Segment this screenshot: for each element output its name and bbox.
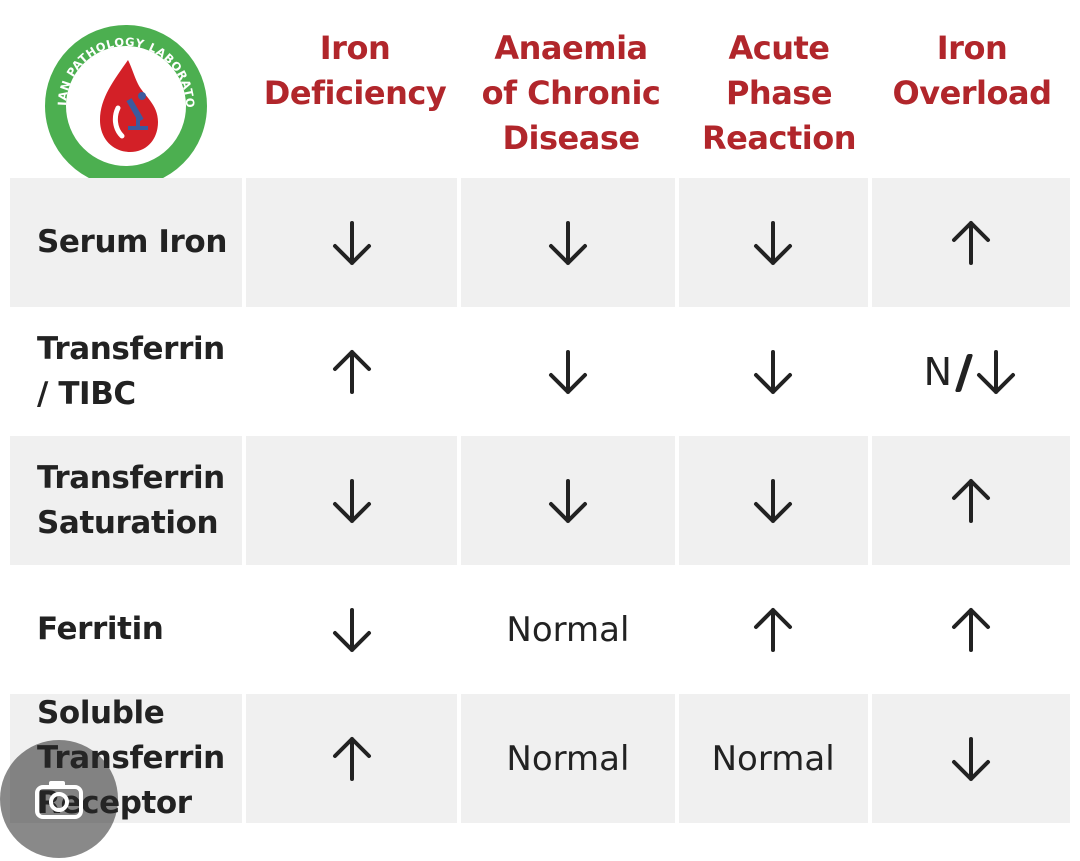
- value-cell-anaemia-chronic-disease: [461, 178, 675, 307]
- lab-logo: NDIAN PATHOLOGY LABORATORY CHINCHWAD, PU…: [44, 24, 208, 188]
- value-cell-iron-overload: [871, 694, 1070, 823]
- row-label-cell: Ferritin: [10, 565, 243, 694]
- row-label-cell: Serum Iron: [10, 178, 243, 307]
- camera-overlay-button[interactable]: [0, 740, 118, 858]
- value-cell-acute-phase-reaction: Normal: [678, 694, 868, 823]
- normal-abbrev-text: N: [923, 349, 953, 394]
- normal-value-text: Normal: [506, 609, 630, 650]
- table-row: Ferritin Normal: [10, 565, 1070, 694]
- value-cell-anaemia-chronic-disease: [461, 307, 675, 436]
- value-cell-iron-overload: [871, 565, 1070, 694]
- value-cell-acute-phase-reaction: [678, 307, 868, 436]
- table-row: Serum Iron: [10, 178, 1070, 307]
- row-label: Transferrin Saturation: [37, 459, 225, 541]
- arrow-up-icon: [949, 219, 993, 267]
- arrow-down-icon: [949, 735, 993, 783]
- arrow-down-icon: [751, 477, 795, 525]
- arrow-down-icon: [546, 219, 590, 267]
- row-label: Ferritin: [37, 611, 164, 647]
- lab-logo-icon: NDIAN PATHOLOGY LABORATORY CHINCHWAD, PU…: [44, 24, 207, 187]
- arrow-up-icon: [751, 606, 795, 654]
- value-cell-iron-deficiency: [246, 436, 458, 565]
- table-row: Transferrin / TIBC N: [10, 307, 1070, 436]
- normal-value-text: Normal: [506, 738, 630, 779]
- arrow-down-icon: [330, 606, 374, 654]
- comparison-table: Serum Iron Transferrin / TIBC N Transferrin S…: [10, 178, 1070, 823]
- arrow-down-icon: [974, 348, 1018, 396]
- table-row: SolubleTransferrinReceptorNormalNormal: [10, 694, 1070, 823]
- arrow-down-icon: [546, 348, 590, 396]
- value-cell-iron-deficiency: [246, 178, 458, 307]
- arrow-down-icon: [330, 219, 374, 267]
- arrow-down-icon: [546, 477, 590, 525]
- arrow-up-icon: [330, 348, 374, 396]
- column-header-anaemia-chronic-disease: Anaemia of Chronic Disease: [481, 29, 661, 157]
- normal-or-decreased-value: N: [924, 348, 1018, 396]
- value-cell-anaemia-chronic-disease: Normal: [461, 694, 675, 823]
- arrow-up-icon: [330, 735, 374, 783]
- value-cell-anaemia-chronic-disease: [461, 436, 675, 565]
- value-cell-acute-phase-reaction: [678, 178, 868, 307]
- arrow-down-icon: [751, 219, 795, 267]
- arrow-up-icon: [949, 606, 993, 654]
- value-cell-acute-phase-reaction: [678, 565, 868, 694]
- value-cell-anaemia-chronic-disease: Normal: [461, 565, 675, 694]
- row-label-cell: Transferrin Saturation: [10, 436, 243, 565]
- table-row: Transferrin Saturation: [10, 436, 1070, 565]
- row-label: Transferrin / TIBC: [37, 330, 225, 412]
- value-cell-acute-phase-reaction: [678, 436, 868, 565]
- column-header-iron-deficiency: Iron Deficiency: [263, 29, 447, 112]
- value-cell-iron-deficiency: [246, 565, 458, 694]
- normal-value-text: Normal: [711, 738, 835, 779]
- arrow-down-icon: [751, 348, 795, 396]
- value-cell-iron-overload: N: [871, 307, 1070, 436]
- arrow-down-icon: [330, 477, 374, 525]
- row-label: Serum Iron: [37, 224, 227, 260]
- column-header-iron-overload: Iron Overload: [892, 29, 1053, 112]
- value-cell-iron-overload: [871, 436, 1070, 565]
- row-label-cell: Transferrin / TIBC: [10, 307, 243, 436]
- column-header-acute-phase-reaction: Acute Phase Reaction: [702, 29, 856, 157]
- slash-separator: [958, 352, 968, 392]
- camera-icon: [35, 781, 83, 819]
- value-cell-iron-overload: [871, 178, 1070, 307]
- value-cell-iron-deficiency: [246, 307, 458, 436]
- value-cell-iron-deficiency: [246, 694, 458, 823]
- arrow-up-icon: [949, 477, 993, 525]
